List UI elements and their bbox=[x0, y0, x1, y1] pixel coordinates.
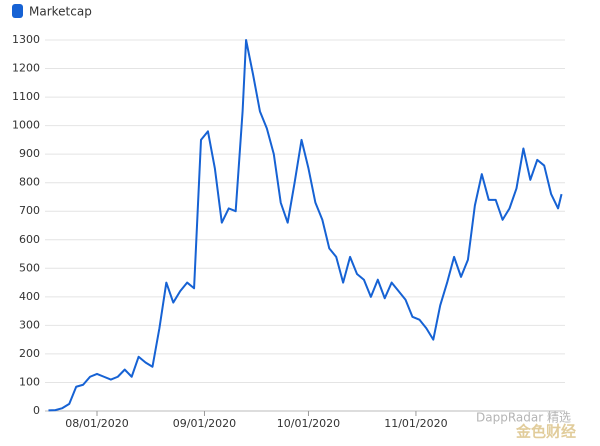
watermark: DappRadar 精选 bbox=[476, 411, 571, 425]
legend-label[interactable]: Marketcap bbox=[29, 5, 92, 19]
y-tick-label: 600 bbox=[19, 233, 40, 246]
y-tick-label: 100 bbox=[19, 375, 40, 388]
line bbox=[48, 39, 563, 412]
x-tick-label: 11/01/2020 bbox=[384, 417, 447, 430]
x-tick-label: 09/01/2020 bbox=[173, 417, 236, 430]
y-tick-label: 0 bbox=[33, 404, 40, 417]
y-tick-label: 300 bbox=[19, 318, 40, 331]
y-tick-label: 500 bbox=[19, 261, 40, 274]
y-tick-label: 1300 bbox=[12, 33, 40, 46]
y-tick-label: 900 bbox=[19, 147, 40, 160]
y-tick-label: 1200 bbox=[12, 62, 40, 75]
x-tick-label: 10/01/2020 bbox=[277, 417, 340, 430]
y-tick-label: 1000 bbox=[12, 119, 40, 132]
watermark: 金色财经 bbox=[515, 423, 576, 441]
y-tick-label: 700 bbox=[19, 204, 40, 217]
legend-swatch[interactable] bbox=[12, 4, 23, 18]
y-tick-label: 800 bbox=[19, 176, 40, 189]
y-tick-label: 1100 bbox=[12, 90, 40, 103]
x-tick-label: 08/01/2020 bbox=[65, 417, 128, 430]
y-tick-label: 400 bbox=[19, 290, 40, 303]
y-tick-label: 200 bbox=[19, 347, 40, 360]
